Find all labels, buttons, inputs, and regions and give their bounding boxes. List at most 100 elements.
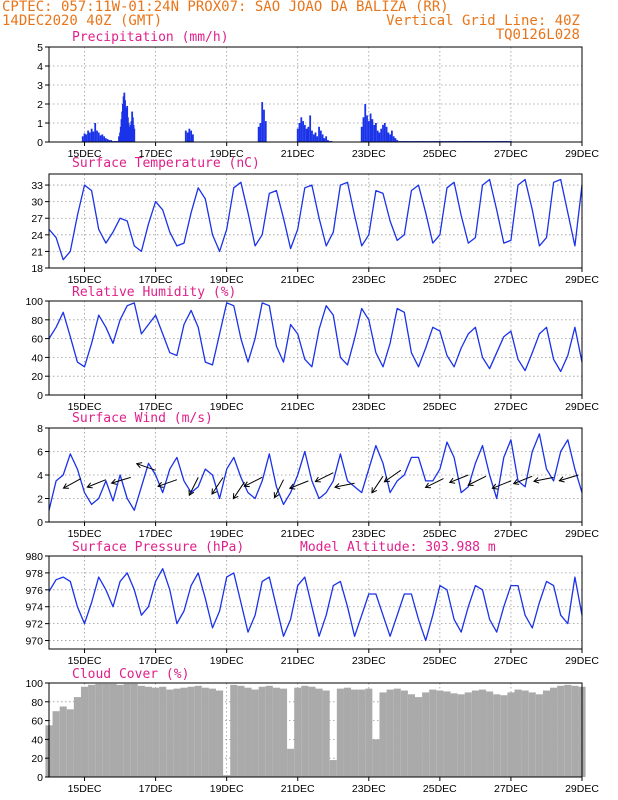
cloud-bar xyxy=(59,706,67,777)
cloud-bar xyxy=(116,684,124,777)
wind-arrow-head xyxy=(211,488,218,495)
cloud-bar xyxy=(393,688,401,777)
cloud-bar xyxy=(294,687,302,777)
precip-bar xyxy=(101,134,104,142)
cloud-bar xyxy=(187,686,195,777)
precip-bar xyxy=(376,130,379,142)
precip-bar xyxy=(394,138,397,142)
pressure-y-tick-label: 970 xyxy=(25,636,43,648)
cloud-bar xyxy=(514,689,522,777)
wind-arrow-shaft xyxy=(315,472,334,483)
cloud-bar xyxy=(521,690,529,777)
wind-arrow-shaft xyxy=(63,478,82,489)
humidity-y-tick-label: 0 xyxy=(37,390,43,402)
wind-y-tick-label: 8 xyxy=(37,423,43,435)
temperature-panel: 18 21 24 27 30 33 15DEC 17DEC 19DEC 21DEC 23DEC 25D… xyxy=(31,173,599,286)
humidity-y-tick-label: 60 xyxy=(31,334,43,346)
wind-arrow-shaft xyxy=(467,475,487,486)
precip-bar xyxy=(325,136,328,142)
wind-arrow-head xyxy=(424,482,432,489)
precip-bar xyxy=(371,119,374,142)
wind-arrow-head xyxy=(383,476,390,483)
cloud-bar xyxy=(287,748,295,777)
temperature-title: Surface Temperature (nC) xyxy=(72,156,260,171)
wind-arrow xyxy=(188,477,199,497)
precip-bar xyxy=(307,126,310,142)
cloud-cover-panel: 0 20 40 60 80 100 15DEC 17DEC 19DEC 21DEC 23DEC 25D… xyxy=(25,678,599,795)
precip-bar xyxy=(303,124,306,142)
cloud-bar xyxy=(486,691,494,777)
cloud-bar xyxy=(230,684,238,777)
humidity-x-tick-label: 23DEC xyxy=(352,401,386,413)
precip-bar xyxy=(264,121,267,142)
cloud-x-tick-label: 25DEC xyxy=(423,783,457,795)
cloud-bar xyxy=(443,691,451,777)
wind-arrow-shaft xyxy=(425,478,444,488)
humidity-panel: 0 20 40 60 80 100 15DEC 17DEC 19DEC 21DEC 23DEC 25D… xyxy=(25,296,599,413)
precip-bar xyxy=(103,136,105,142)
wind-arrow xyxy=(243,476,263,488)
wind-arrow-shaft xyxy=(188,477,199,496)
cloud-bar xyxy=(557,685,565,777)
precip-bar xyxy=(259,123,262,142)
cloud-bar xyxy=(550,687,558,777)
cloud-x-tick-label: 15DEC xyxy=(68,783,102,795)
precip-x-tick-label: 27DEC xyxy=(494,148,528,160)
pressure-y-tick-label: 976 xyxy=(25,585,43,597)
precip-bar xyxy=(298,123,301,142)
wind-arrow xyxy=(110,476,131,485)
header-grid-note: Vertical Grid Line: 40Z xyxy=(386,13,580,29)
cloud-bar xyxy=(400,690,408,777)
precip-bar xyxy=(300,117,303,142)
precip-bar xyxy=(375,123,377,142)
precip-y-tick-label: 1 xyxy=(37,118,43,130)
precip-frame xyxy=(48,46,583,143)
wind-title: Surface Wind (m/s) xyxy=(72,411,213,426)
precip-bar xyxy=(311,130,313,142)
precip-bar xyxy=(85,134,88,142)
cloud-bar xyxy=(102,683,110,777)
cloud-bar xyxy=(159,686,167,777)
wind-y-tick-label: 6 xyxy=(37,447,43,459)
wind-panel: 0 2 4 6 8 15DEC 17DEC 19DEC 21DEC 23DEC 25DEC 27DEC… xyxy=(37,423,599,540)
precip-bar xyxy=(323,138,326,142)
precip-bar xyxy=(390,130,393,142)
temperature-x-tick-label: 25DEC xyxy=(423,274,457,286)
pressure-x-tick-label: 29DEC xyxy=(565,655,599,667)
wind-arrow-head xyxy=(135,462,143,469)
wind-arrow-head xyxy=(157,481,164,488)
precip-x-tick-label: 17DEC xyxy=(139,148,173,160)
wind-arrow xyxy=(333,482,355,490)
precip-bar xyxy=(382,124,384,142)
precip-title: Precipitation (mm/h) xyxy=(72,30,229,45)
wind-arrow-shaft xyxy=(244,476,263,487)
cloud-bar xyxy=(223,775,231,777)
humidity-y-tick-label: 40 xyxy=(31,352,43,364)
humidity-x-tick-label: 25DEC xyxy=(423,401,457,413)
cloud-bar xyxy=(336,688,344,777)
wind-arrow xyxy=(135,462,156,471)
wind-x-tick-label: 17DEC xyxy=(139,528,173,540)
precip-bar xyxy=(314,132,317,142)
precip-bar xyxy=(92,131,95,142)
precip-bar xyxy=(380,128,383,142)
cloud-bar xyxy=(80,686,89,777)
wind-arrow xyxy=(86,479,107,489)
cloud-bar xyxy=(351,689,359,777)
cloud-bar xyxy=(343,687,352,777)
wind-arrow xyxy=(467,475,487,486)
precip-bar xyxy=(257,126,260,142)
wind-arrow-head xyxy=(512,478,520,485)
temperature-x-tick-label: 17DEC xyxy=(139,274,173,286)
wind-arrow-head xyxy=(232,493,239,500)
temperature-y-tick-label: 18 xyxy=(31,263,43,275)
humidity-y-tick-label: 20 xyxy=(31,371,43,383)
cloud-bar xyxy=(308,686,316,777)
cloud-bar xyxy=(386,689,394,777)
cloud-bar xyxy=(542,690,551,777)
pressure-y-tick-label: 978 xyxy=(25,568,43,580)
cloud-bar xyxy=(73,697,81,777)
cloud-bar xyxy=(564,684,572,777)
pressure-x-tick-label: 23DEC xyxy=(352,655,386,667)
wind-arrow-shaft xyxy=(334,482,355,488)
